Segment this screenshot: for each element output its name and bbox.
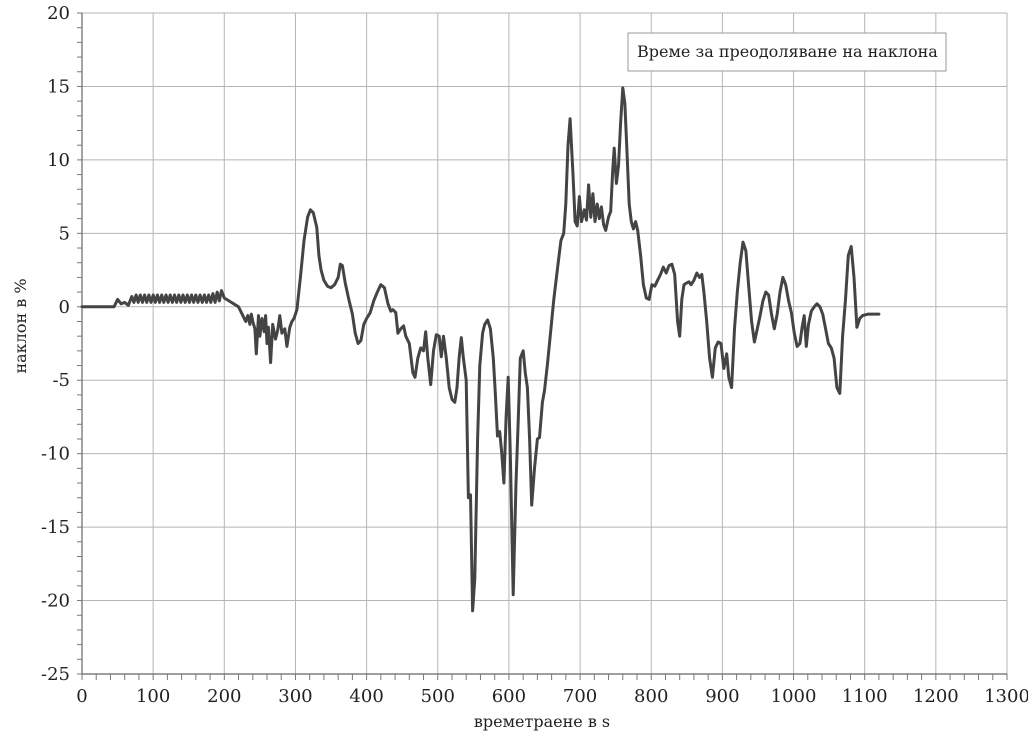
y-tick-label: -5 [52,370,70,391]
x-tick-label: 800 [634,686,668,707]
y-tick-label: -10 [41,444,70,465]
legend-box [627,32,947,72]
x-tick-label: 300 [278,686,312,707]
y-tick-label: 0 [59,297,70,318]
x-tick-label: 1200 [913,686,959,707]
x-tick-label: 500 [421,686,455,707]
x-axis-title: времетраене в s [474,712,610,731]
x-tick-label: 200 [207,686,241,707]
legend-entry: Време за преодоляване на наклона [637,42,938,61]
series-layer [80,86,881,613]
grid-lines [81,12,1008,675]
x-tick-label: 0 [76,686,87,707]
y-tick-label: 5 [59,223,70,244]
x-tick-label: 100 [136,686,170,707]
series-line [80,86,881,613]
y-tick-label: -25 [41,664,70,685]
y-tick-label: 20 [47,3,70,24]
x-tick-label: 700 [563,686,597,707]
x-tick-label: 900 [705,686,739,707]
x-tick-label: 1100 [842,686,888,707]
legend: Време за преодоляване на наклона [627,32,947,72]
x-tick-label: 1000 [771,686,817,707]
x-tick-label: 400 [349,686,383,707]
y-axis-title: наклон в % [11,278,30,373]
y-tick-label: 10 [47,150,70,171]
y-tick-label: 15 [47,76,70,97]
y-tick-label: -15 [41,517,70,538]
x-tick-label: 1300 [984,686,1028,707]
x-tick-label: 600 [492,686,526,707]
y-axis-ticks: 20 15 10 5 0 -5 -10 -15 -20 -25 [41,3,82,685]
x-axis-ticks: 0 100 200 300 400 500 600 700 800 900 1000 1100 1200… [76,674,1028,707]
axes [81,13,1007,675]
y-tick-label: -20 [41,591,70,612]
